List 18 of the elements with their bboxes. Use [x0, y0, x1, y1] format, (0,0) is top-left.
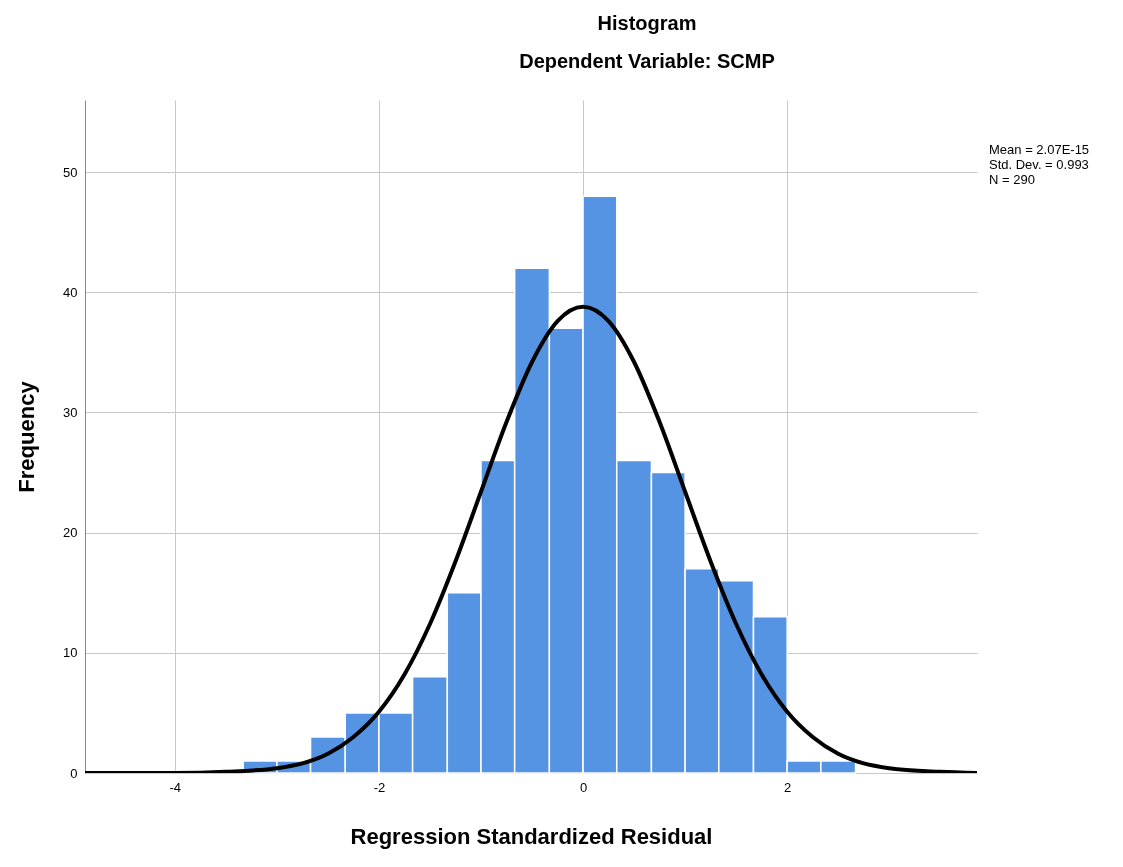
text: N = 290: [989, 172, 1035, 187]
x-axis-title: Regression Standardized Residual: [350, 823, 713, 849]
x-tick-label: 2: [784, 779, 792, 795]
x-tick-label: -2: [373, 779, 386, 795]
text: Std. Dev. = 0.993: [989, 157, 1089, 172]
y-tick-label: 30: [63, 404, 78, 420]
y-tick-label: 0: [70, 765, 78, 781]
y-tick-label: 10: [63, 645, 78, 661]
text: Mean = 2.07E-15: [989, 142, 1090, 157]
y-axis-title: Frequency: [14, 380, 40, 493]
chart-title: Histogram: [597, 12, 697, 34]
x-tick-label: -4: [169, 779, 182, 795]
chart-subtitle: Dependent Variable: SCMP: [519, 50, 775, 72]
line-series: [85, 304, 977, 773]
y-tick-label: 50: [63, 164, 78, 180]
y-tick-label: 40: [63, 284, 78, 300]
x-tick-label: 0: [579, 779, 588, 795]
y-tick-label: 20: [63, 525, 78, 541]
